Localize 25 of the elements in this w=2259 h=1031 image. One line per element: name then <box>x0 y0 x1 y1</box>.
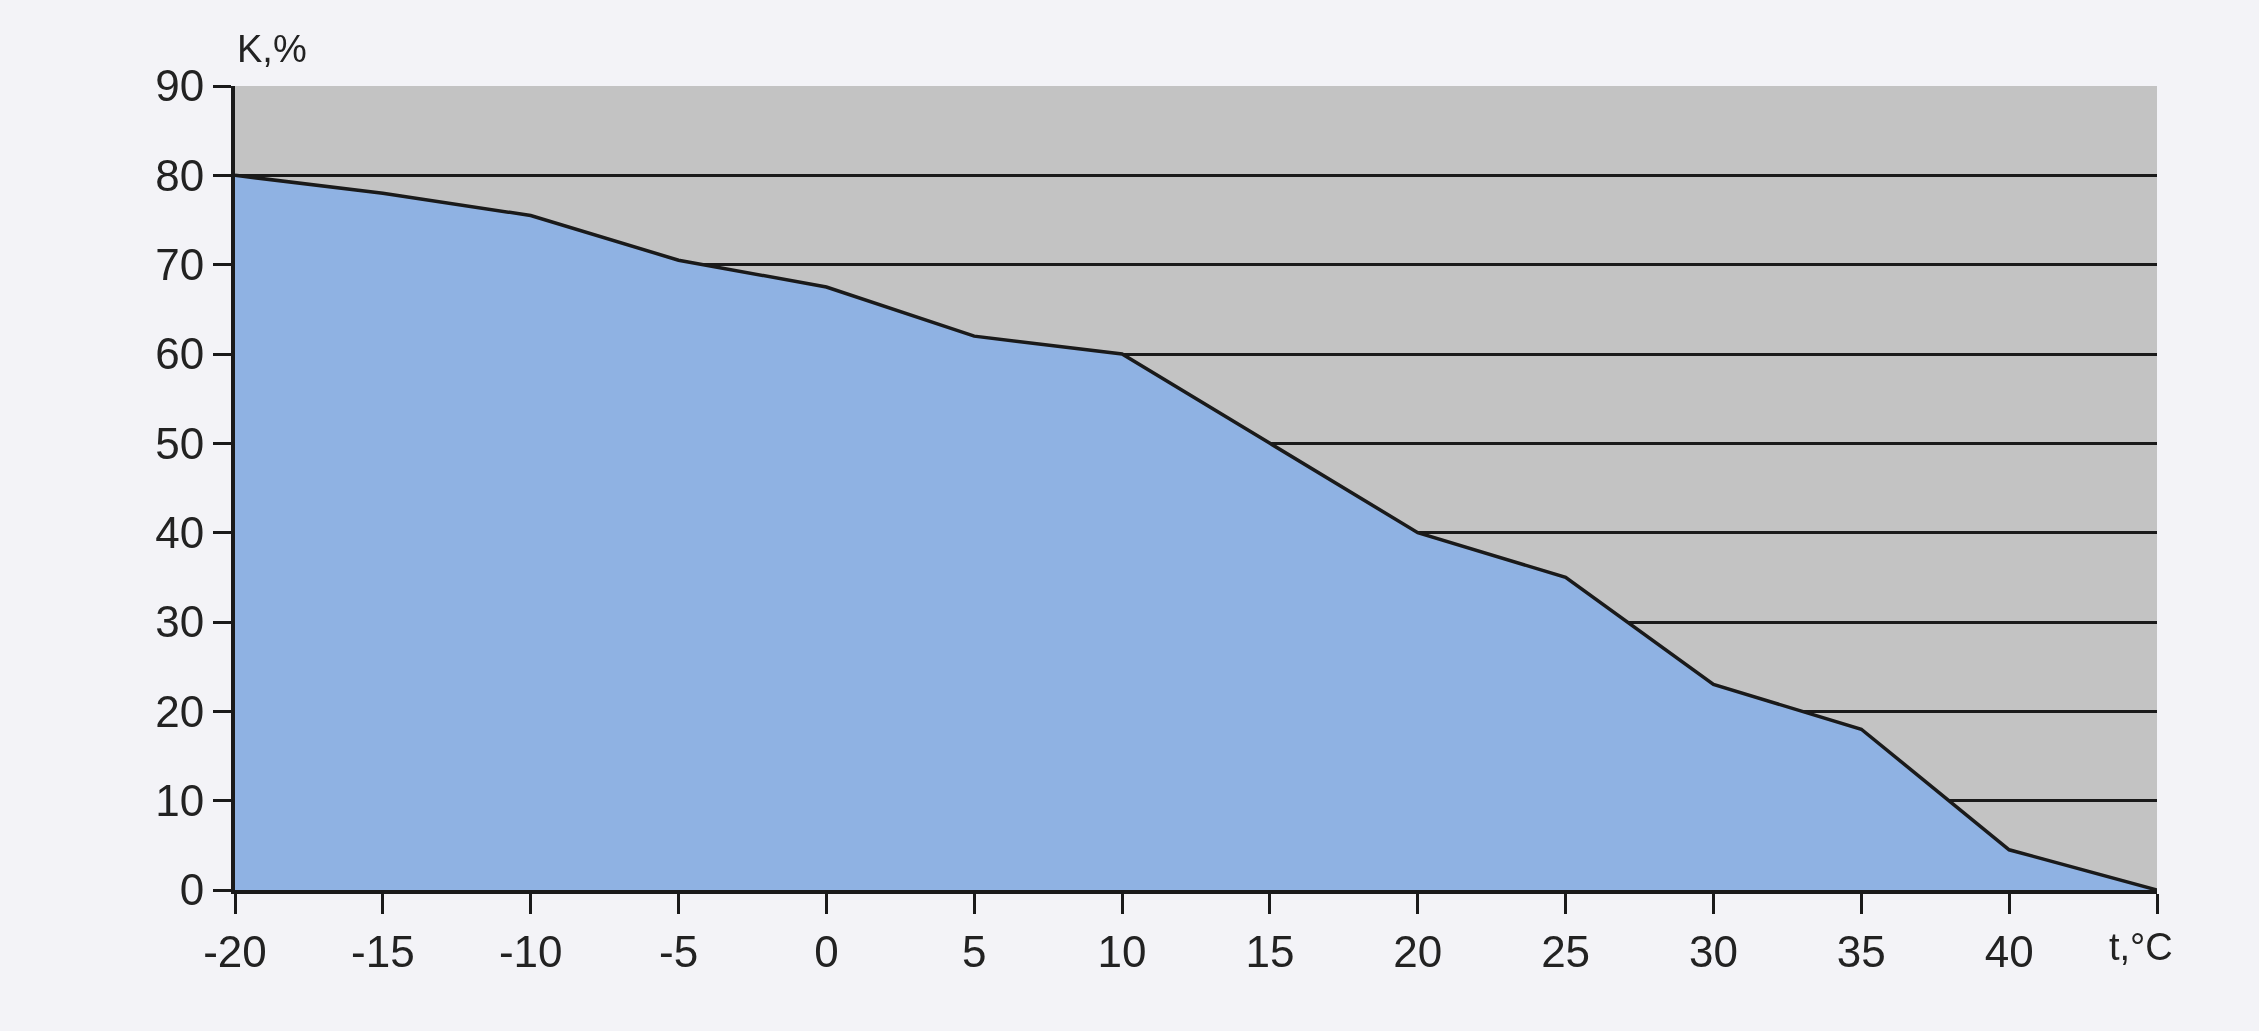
y-tick-label: 0 <box>179 865 205 915</box>
x-tick-label: 5 <box>961 926 987 976</box>
x-tick-label: 25 <box>1541 926 1591 976</box>
y-tick-label: 40 <box>155 508 205 558</box>
x-tick-label: 40 <box>1984 926 2034 976</box>
x-tick-label: 10 <box>1097 926 1147 976</box>
x-tick-label: 15 <box>1245 926 1295 976</box>
y-tick-label: 90 <box>155 61 205 111</box>
x-tick-label: 35 <box>1836 926 1886 976</box>
y-tick-label: 30 <box>155 597 205 647</box>
y-tick-label: 80 <box>155 150 205 200</box>
y-axis-title: K,% <box>237 28 307 70</box>
x-tick-label: -10 <box>498 926 563 976</box>
y-tick-label: 60 <box>155 329 205 379</box>
y-tick-label: 70 <box>155 240 205 290</box>
x-tick-label: 20 <box>1393 926 1443 976</box>
y-tick-label: 50 <box>155 418 205 468</box>
x-axis-title: t,°C <box>2109 926 2173 968</box>
x-tick-label: -20 <box>203 926 267 976</box>
x-tick-label: 30 <box>1688 926 1738 976</box>
x-tick-label: 0 <box>814 926 839 976</box>
x-tick-label: -15 <box>351 926 415 976</box>
y-tick-label: 20 <box>155 686 205 736</box>
x-tick-label: -5 <box>658 926 699 976</box>
y-tick-label: 10 <box>155 776 205 826</box>
